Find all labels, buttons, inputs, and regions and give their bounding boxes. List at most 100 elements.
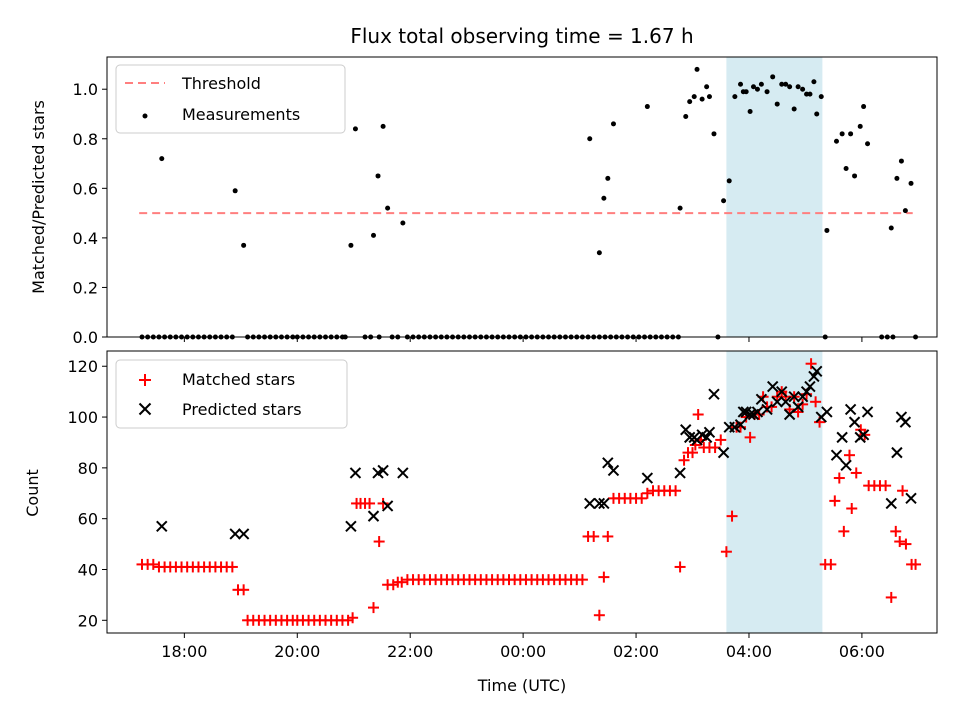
predicted-star-marker: [792, 401, 804, 413]
x-tick-label: 18:00: [161, 642, 207, 661]
predicted-star-marker: [755, 393, 768, 405]
measurement-point: [807, 91, 813, 97]
matched-star-marker: [726, 510, 738, 522]
matched-star-marker: [880, 480, 892, 492]
measurement-point: [348, 242, 354, 248]
predicted-star-marker: [766, 380, 779, 393]
measurement-point: [848, 131, 854, 137]
y-tick-label: 100: [67, 408, 98, 427]
top-panel: 0.0 0.2 0.4 0.6 0.8 1.0 Matched/Predicted sta…: [29, 56, 938, 347]
measurement-point: [779, 81, 785, 87]
measurement-point: [371, 232, 377, 238]
matched-star-marker: [744, 431, 756, 443]
measurement-point: [824, 227, 830, 233]
x-tick-label: 06:00: [839, 642, 885, 661]
measurement-point: [596, 250, 602, 256]
measurement-point: [732, 94, 738, 100]
predicted-star-marker: [641, 472, 654, 484]
x-axis-label: Time (UTC): [477, 676, 566, 695]
y-tick-label: 0.0: [73, 328, 98, 347]
matched-star-marker: [602, 530, 614, 542]
bottom-legend: Matched stars Predicted stars: [115, 359, 348, 429]
matched-star-marker: [720, 546, 732, 558]
measurement-point: [898, 158, 904, 164]
measurement-point: [754, 86, 760, 92]
matched-star-marker: [890, 525, 902, 537]
predicted-star-marker: [717, 446, 730, 459]
measurement-point: [894, 175, 900, 181]
y-tick-label: 0.4: [73, 229, 98, 248]
matched-star-marker: [588, 530, 600, 542]
measurement-point: [750, 84, 756, 90]
predicted-star-marker: [703, 426, 716, 439]
measurement-point: [699, 96, 705, 102]
matched-star-marker: [766, 401, 778, 413]
matched-star-marker: [792, 406, 804, 418]
matched-star-marker: [715, 434, 727, 446]
predicted-star-marker: [804, 380, 816, 393]
matched-star-marker: [678, 454, 690, 466]
predicted-star-marker: [381, 500, 394, 512]
matched-star-marker: [641, 487, 653, 499]
predicted-star-marker: [891, 446, 903, 459]
predicted-star-marker: [885, 497, 897, 510]
measurement-point: [605, 175, 611, 181]
matched-star-marker: [850, 467, 862, 479]
matched-star-marker: [377, 497, 389, 509]
predicted-star-marker: [345, 520, 357, 533]
matched-star-marker: [226, 561, 238, 573]
measurement-point: [865, 141, 871, 147]
predicted-star-marker: [674, 467, 686, 479]
matched-star-marker: [670, 485, 682, 497]
predicted-star-marker: [905, 492, 917, 505]
predicted-star-marker: [751, 406, 764, 418]
matched-star-marker: [797, 398, 809, 410]
predicted-star-marker: [367, 510, 380, 522]
measurement-point: [380, 123, 386, 129]
measurement-point: [861, 104, 867, 110]
top-y-axis-label: Matched/Predicted stars: [29, 100, 48, 294]
measurement-point: [726, 178, 732, 184]
measurement-point: [677, 205, 683, 211]
matched-star-marker: [576, 574, 588, 586]
y-tick-label: 40: [78, 560, 98, 579]
matched-star-marker: [846, 503, 858, 515]
bottom-legend-box: [115, 359, 348, 429]
matched-star-marker: [810, 396, 822, 408]
predicted-star-marker: [397, 467, 409, 479]
matched-star-marker: [692, 409, 704, 421]
measurement-point: [843, 166, 849, 172]
y-tick-label: 80: [78, 459, 98, 478]
bottom-x-axis: 18:00 20:00 22:00 00:00 02:00 04:00 06:00: [161, 633, 885, 661]
predicted-star-marker: [800, 385, 813, 398]
matched-star-marker: [368, 602, 380, 614]
x-tick-label: 22:00: [387, 642, 433, 661]
predicted-star-marker: [861, 406, 874, 418]
measurement-point: [706, 94, 712, 100]
measurement-point: [902, 208, 908, 214]
measurement-point: [747, 109, 753, 115]
matched-star-marker: [838, 525, 850, 537]
predicted-star-marker: [729, 421, 741, 433]
matched-stars-points: [136, 358, 922, 626]
measurement-point: [839, 131, 845, 137]
matched-star-marker: [894, 536, 906, 548]
measurement-point: [800, 86, 806, 92]
matched-star-marker: [147, 558, 159, 570]
measurement-point: [691, 94, 697, 100]
measurement-point: [232, 188, 238, 194]
top-observing-span: [726, 57, 823, 337]
matched-star-marker: [897, 485, 909, 497]
matched-star-marker: [910, 558, 922, 570]
top-axes-frame: [106, 56, 938, 338]
predicted-star-marker: [708, 388, 720, 400]
legend-predicted-label: Predicted stars: [182, 400, 302, 419]
predicted-star-marker: [848, 416, 861, 428]
predicted-star-marker: [737, 406, 750, 418]
legend-measurements-swatch: [142, 113, 148, 119]
predicted-star-marker: [857, 429, 870, 441]
x-tick-label: 00:00: [500, 642, 546, 661]
measurement-point: [818, 94, 824, 100]
legend-measurements-label: Measurements: [182, 105, 300, 124]
